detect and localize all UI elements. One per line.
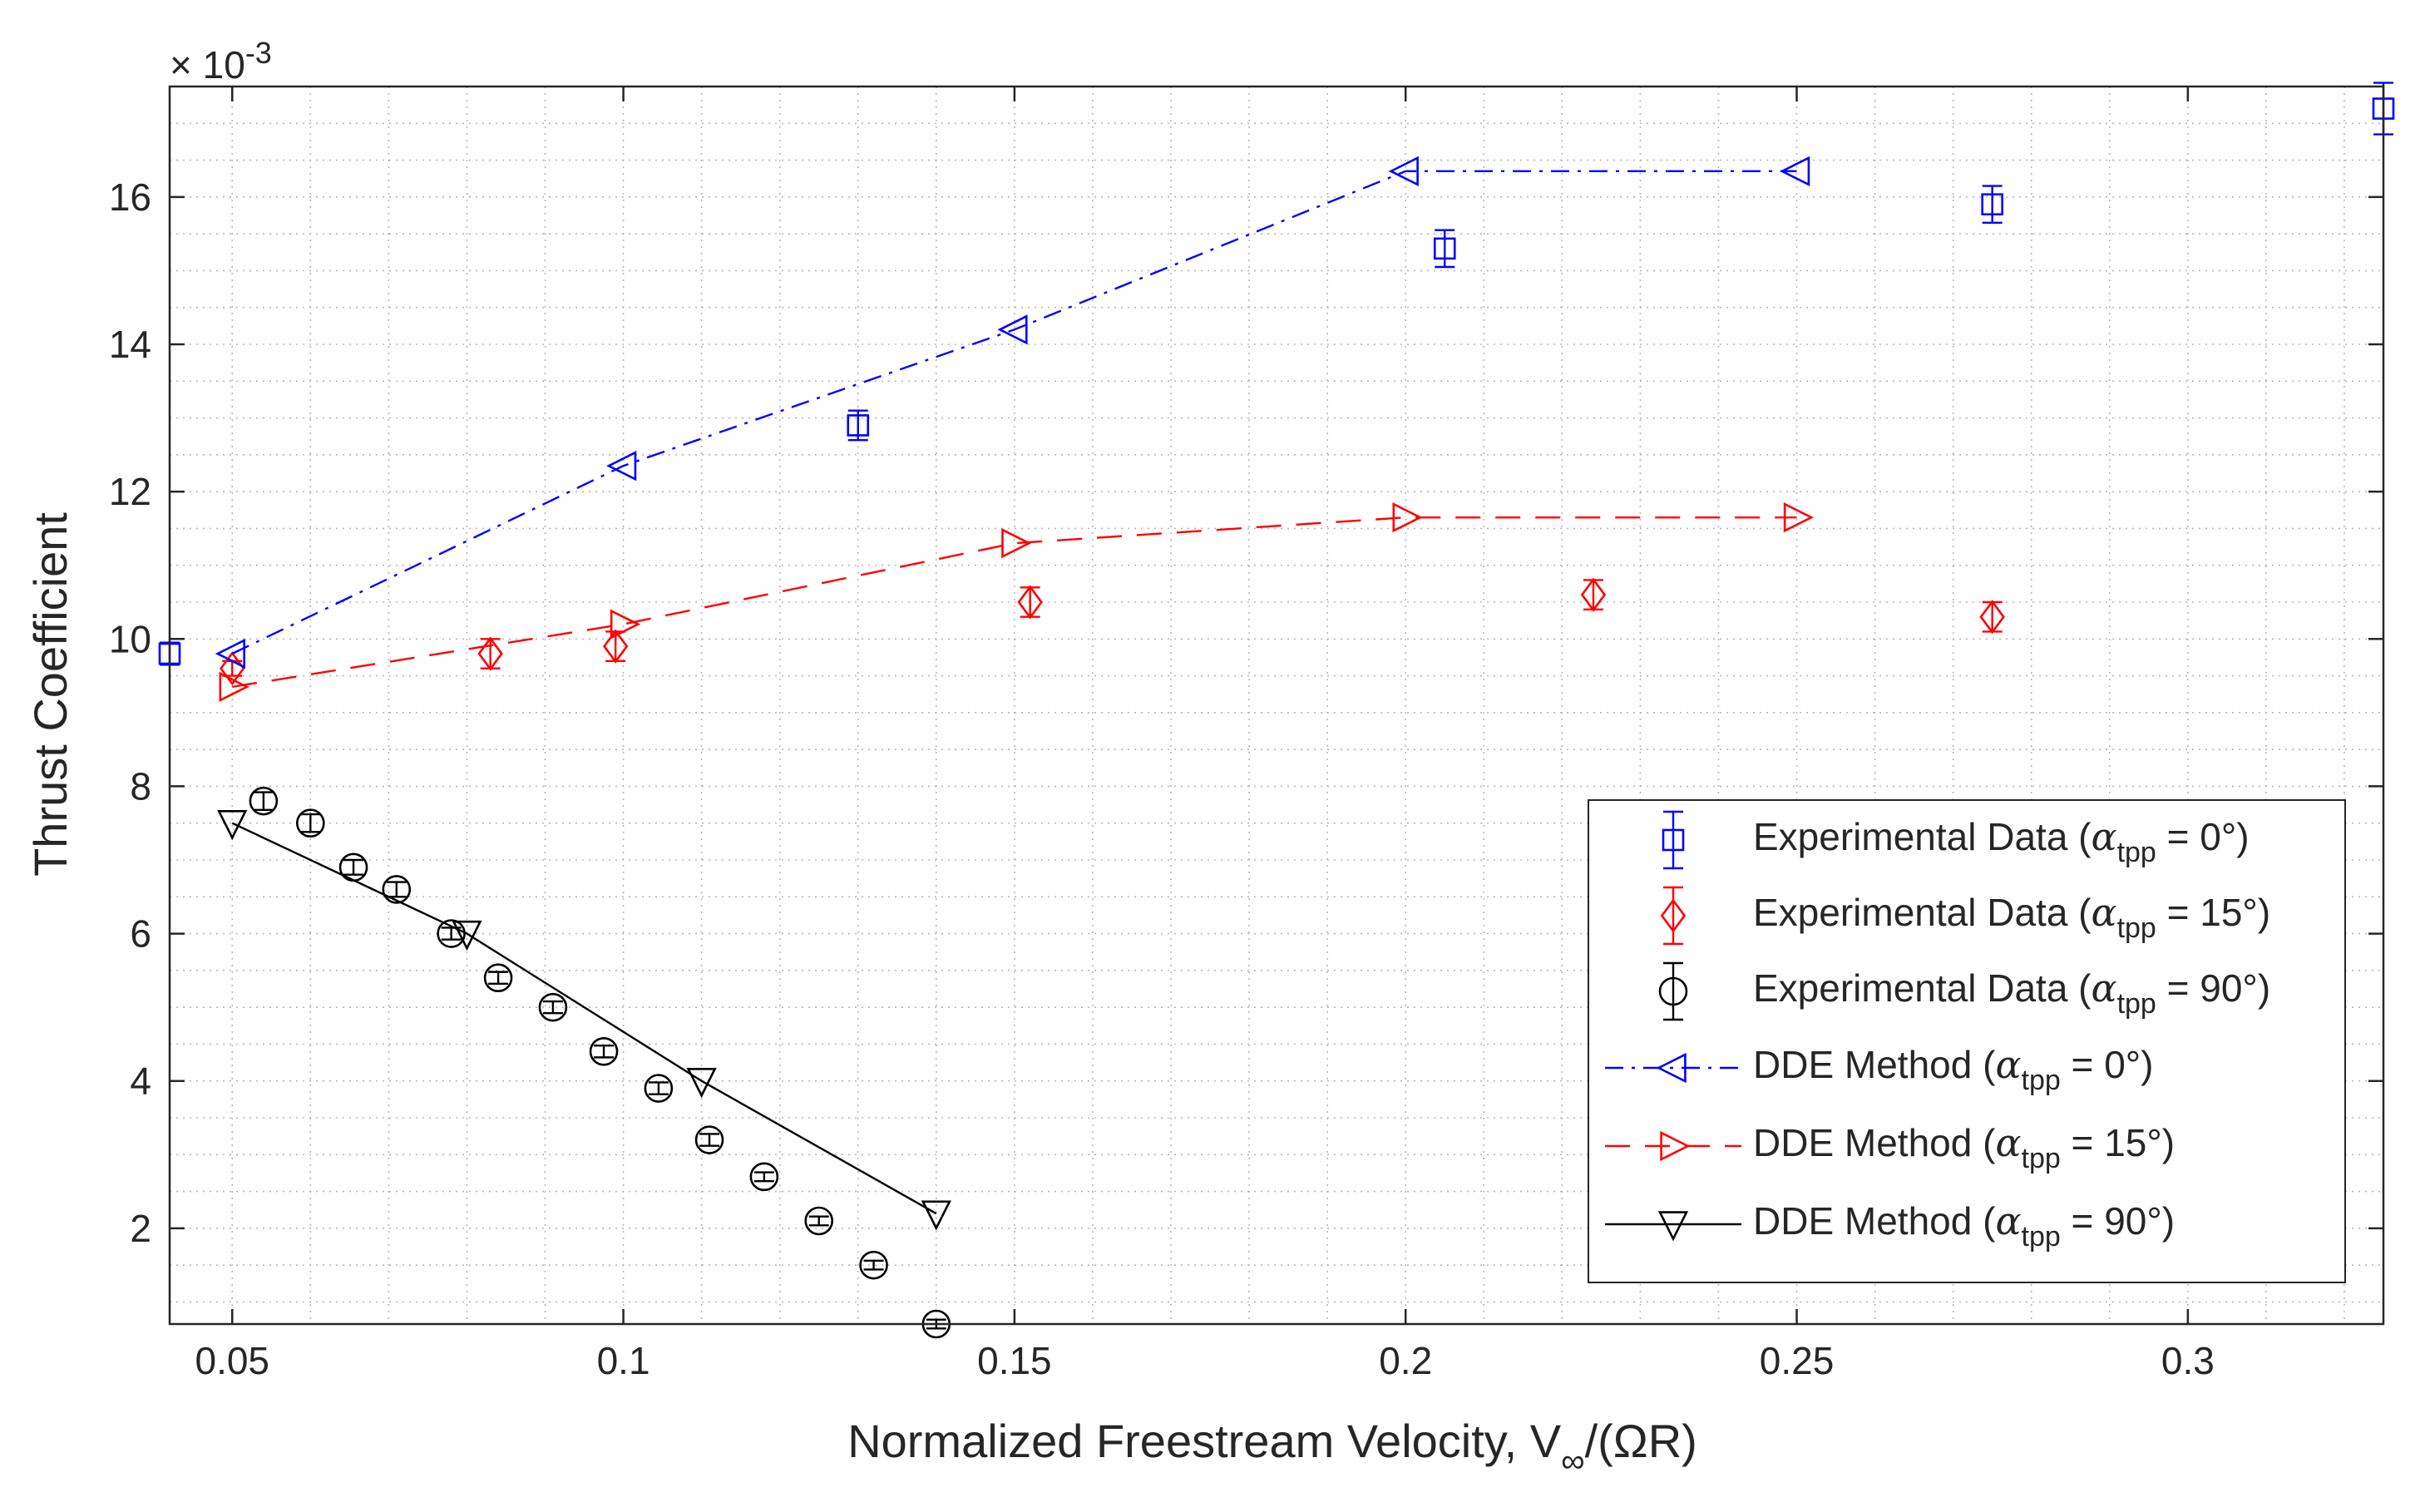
data-point <box>1580 577 1607 612</box>
x-tick-label: 0.25 <box>1760 1339 1835 1382</box>
data-point <box>602 629 629 664</box>
legend-entry-dde-0: DDE Method (αtpp = 0°) <box>1753 1042 2154 1096</box>
legend-marker-0 <box>1662 810 1685 870</box>
legend-marker-4 <box>1605 1130 1741 1162</box>
data-point <box>859 1250 888 1280</box>
data-point <box>382 875 412 904</box>
y-axis-title: Thrust Coefficient <box>24 512 77 877</box>
data-point <box>538 992 568 1022</box>
series-3 <box>215 156 1810 670</box>
data-point <box>644 1074 674 1103</box>
legend-symbol <box>1660 898 1687 933</box>
legend-marker-2 <box>1658 961 1688 1021</box>
x-tick-label: 0.05 <box>195 1339 269 1382</box>
series-1 <box>220 577 2005 686</box>
data-point <box>483 963 513 993</box>
data-point <box>477 636 503 671</box>
legend-entry-dde-15: DDE Method (αtpp = 15°) <box>1753 1120 2175 1174</box>
data-point <box>220 651 245 686</box>
y-tick-label: 12 <box>109 470 151 513</box>
y-tick-label: 2 <box>130 1207 151 1250</box>
legend: Experimental Data (αtpp = 0°) Experiment… <box>1588 799 2346 1283</box>
data-point <box>997 314 1028 345</box>
data-point <box>217 810 248 841</box>
legend-symbol <box>1662 828 1685 852</box>
x-tick-label: 0.3 <box>2161 1339 2215 1382</box>
legend-symbol <box>1660 1130 1691 1162</box>
data-point <box>606 451 637 482</box>
series-line <box>232 516 1797 689</box>
x-axis-title-sub: ∞ <box>1561 1443 1585 1480</box>
data-point <box>219 671 249 702</box>
legend-box <box>1588 799 2346 1283</box>
x-tick-label: 0.15 <box>977 1339 1052 1382</box>
data-point <box>1001 528 1032 559</box>
y-tick-label: 10 <box>109 617 151 660</box>
data-point <box>804 1206 834 1236</box>
legend-marker-1 <box>1660 886 1687 946</box>
data-point <box>1780 156 1810 186</box>
axes-box <box>168 85 2385 1326</box>
x-axis-title-main: Normalized Freestream Velocity, V <box>847 1415 1562 1467</box>
plot-area <box>158 82 2395 1339</box>
x-tick-label: 0.2 <box>1379 1339 1432 1382</box>
series-line <box>231 170 1797 655</box>
series-5 <box>217 810 951 1231</box>
data-point <box>1783 502 1815 533</box>
data-point <box>1981 193 2003 216</box>
legend-marker-3 <box>1605 1052 1741 1084</box>
legend-entry-exp-15: Experimental Data (αtpp = 15°) <box>1753 890 2270 944</box>
data-point <box>1979 600 2005 635</box>
data-point <box>589 1036 619 1066</box>
legend-entry-dde-90: DDE Method (αtpp = 90°) <box>1753 1198 2175 1253</box>
data-point <box>1392 502 1423 533</box>
x-axis-title: Normalized Freestream Velocity, V∞/(ΩR) <box>847 1415 1697 1480</box>
data-point <box>847 414 870 437</box>
data-point <box>749 1162 779 1192</box>
data-point <box>610 609 641 640</box>
data-point <box>686 1068 717 1099</box>
y-tick-label: 14 <box>109 323 151 366</box>
data-point <box>296 808 325 838</box>
legend-entry-exp-90: Experimental Data (αtpp = 90°) <box>1753 966 2270 1020</box>
data-point <box>921 1200 951 1231</box>
data-point <box>1017 585 1043 620</box>
series-2 <box>249 786 951 1339</box>
legend-entry-exp-0: Experimental Data (αtpp = 0°) <box>1753 814 2250 868</box>
y-tick-label: 4 <box>130 1060 151 1103</box>
x-tick-label: 0.1 <box>597 1339 650 1382</box>
x-axis-title-tail: /(ΩR) <box>1585 1415 1697 1467</box>
data-point <box>1388 156 1419 186</box>
legend-marker-5 <box>1605 1211 1741 1242</box>
data-point <box>249 786 279 816</box>
y-tick-label: 16 <box>109 175 151 219</box>
y-tick-label: 6 <box>130 912 151 956</box>
data-point <box>452 920 482 951</box>
series-4 <box>219 502 1815 702</box>
y-axis-exponent: × 10-3 <box>170 36 272 86</box>
legend-symbol <box>1656 1052 1687 1084</box>
series-line <box>231 822 937 1215</box>
legend-symbol <box>1657 1211 1689 1242</box>
series-0 <box>158 82 2395 666</box>
legend-symbol <box>1658 976 1688 1006</box>
data-point <box>1433 237 1456 260</box>
axis-ticks: 0.05 0.1 0.15 0.2 0.25 0.3 2 4 6 8 10 12 14 16 <box>109 86 2383 1382</box>
data-point <box>215 638 245 670</box>
y-tick-label: 8 <box>130 764 151 808</box>
data-point <box>694 1125 724 1154</box>
